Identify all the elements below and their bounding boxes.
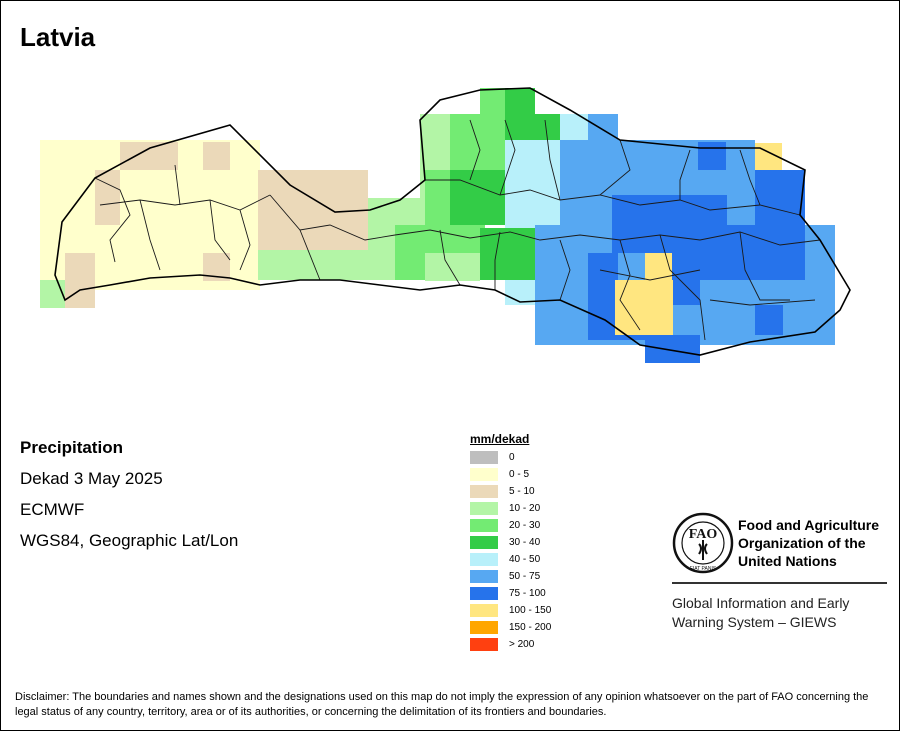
legend-label: 0 — [509, 452, 515, 463]
legend-item: > 200 — [470, 636, 551, 653]
legend-swatch — [470, 638, 498, 651]
legend-swatch — [470, 621, 498, 634]
legend-label: > 200 — [509, 639, 535, 650]
legend-swatch — [470, 468, 498, 481]
country-border — [54, 87, 851, 356]
legend-item: 20 - 30 — [470, 517, 551, 534]
map-title: Latvia — [20, 22, 96, 52]
legend-label: 10 - 20 — [509, 503, 541, 514]
legend-label: 40 - 50 — [509, 554, 541, 565]
projection-label: WGS84, Geographic Lat/Lon — [20, 531, 239, 550]
legend-item: 75 - 100 — [470, 585, 551, 602]
grid-cell — [425, 253, 480, 281]
source-label: ECMWF — [20, 500, 85, 519]
grid-cell — [505, 140, 560, 228]
grid-cell — [258, 170, 368, 255]
legend-swatch — [470, 536, 498, 549]
organization-name: Food and Agriculture Organization of the… — [738, 517, 880, 569]
period-label: Dekad 3 May 2025 — [20, 469, 163, 488]
disclaimer: Disclaimer: The boundaries and names sho… — [15, 691, 869, 718]
grid-cell — [95, 170, 120, 225]
variable-heading: Precipitation — [20, 438, 123, 457]
legend-item: 50 - 75 — [470, 568, 551, 585]
legend-swatch — [470, 451, 498, 464]
legend-label: 75 - 100 — [509, 588, 546, 599]
district-boundaries — [94, 119, 821, 341]
legend-item: 150 - 200 — [470, 619, 551, 636]
legend-item: 40 - 50 — [470, 551, 551, 568]
legend-label: 20 - 30 — [509, 520, 541, 531]
legend-item: 0 - 5 — [470, 466, 551, 483]
legend-label: 5 - 10 — [509, 486, 535, 497]
grid-cell — [615, 280, 673, 335]
legend-title: mm/dekad — [470, 432, 530, 446]
divider — [672, 582, 887, 584]
grid-cell — [40, 280, 65, 308]
map-info: Precipitation Dekad 3 May 2025 ECMWF WGS… — [20, 438, 238, 562]
grid-cell — [755, 170, 805, 225]
legend-label: 50 - 75 — [509, 571, 541, 582]
precip-grid — [40, 88, 835, 363]
grid-cell — [645, 335, 700, 363]
legend-rows: 0 0 - 5 5 - 10 10 - 20 20 - 30 30 - 40 40 - 50… — [470, 449, 551, 653]
grid-cell — [450, 114, 505, 174]
legend-label: 150 - 200 — [509, 622, 552, 633]
grid-cell — [700, 225, 805, 280]
legend-item: 5 - 10 — [470, 483, 551, 500]
legend-swatch — [470, 570, 498, 583]
legend: mm/dekad 0 0 - 5 5 - 10 10 - 20 20 - 30 30 - … — [470, 432, 551, 653]
legend-item: 10 - 20 — [470, 500, 551, 517]
grid-cell — [670, 250, 700, 305]
grid-cell — [480, 228, 535, 280]
legend-item: 30 - 40 — [470, 534, 551, 551]
giews-label: Global Information and Early Warning Sys… — [672, 595, 850, 630]
fao-logo-letters: FAO — [689, 527, 718, 542]
fao-logo-icon: FAO FIAT PANIS — [672, 512, 734, 574]
legend-swatch — [470, 604, 498, 617]
grid-cell — [588, 253, 618, 308]
legend-swatch — [470, 502, 498, 515]
grid-cell — [755, 305, 783, 335]
grid-cell — [65, 253, 95, 308]
grid-cell — [203, 142, 230, 170]
legend-swatch — [470, 519, 498, 532]
grid-cell — [258, 250, 403, 280]
grid-cell — [450, 170, 505, 225]
fao-logo-motto: FIAT PANIS — [690, 566, 717, 572]
legend-label: 30 - 40 — [509, 537, 541, 548]
legend-item: 0 — [470, 449, 551, 466]
legend-label: 100 - 150 — [509, 605, 552, 616]
legend-item: 100 - 150 — [470, 602, 551, 619]
grid-cell — [698, 142, 726, 170]
legend-label: 0 - 5 — [509, 469, 530, 480]
legend-swatch — [470, 587, 498, 600]
legend-swatch — [470, 485, 498, 498]
legend-swatch — [470, 553, 498, 566]
